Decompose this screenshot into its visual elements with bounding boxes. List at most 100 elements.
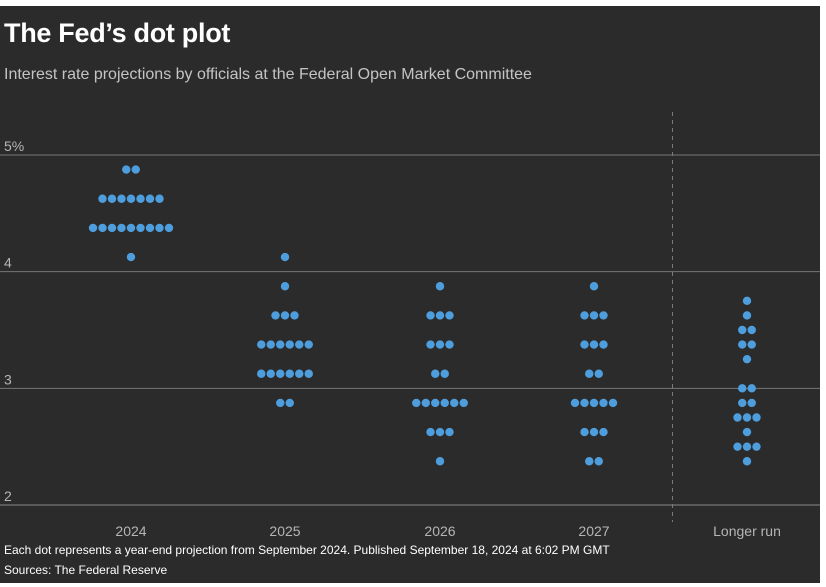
projection-dot [599,398,608,408]
projection-dot [738,398,747,408]
chart-panel: The Fed’s dot plot Interest rate project… [0,6,820,583]
projection-dot [580,398,589,408]
projection-dot [257,340,266,349]
projection-dot [742,457,752,466]
projection-dot [752,413,761,422]
projection-dot [295,369,304,378]
projection-dot [742,296,752,306]
projection-dot [145,194,155,203]
projection-dot [445,311,454,320]
projection-dot [747,384,756,393]
projection-dot [126,223,136,233]
projection-dot [435,311,445,320]
projection-dot [594,369,603,378]
projection-dot [580,427,589,437]
projection-dot [426,311,435,320]
projection-dot [459,398,468,408]
y-tick-label: 3 [4,371,12,387]
chart-footnote: Each dot represents a year-end projectio… [4,543,610,557]
projection-dot [266,340,275,349]
projection-dot [738,340,747,349]
projection-dot [285,369,294,378]
y-tick-label: 5% [4,138,24,154]
projection-dot [747,325,756,335]
projection-dot [136,223,145,233]
x-tick-label: 2025 [269,523,300,539]
projection-dot [266,369,275,378]
projection-dot [126,252,136,262]
projection-dot [257,369,266,378]
projection-dot [117,194,126,203]
projection-dot [440,369,449,378]
projection-dot [107,223,117,233]
projection-dot [280,252,290,262]
projection-dot [440,398,449,408]
projection-dot [98,194,107,203]
projection-dot [733,413,742,422]
projection-dot [594,457,603,466]
projection-dot [747,398,756,408]
x-tick-label: Longer run [713,523,781,539]
projection-dot [742,354,752,364]
y-axis-ticks: 2 3 4 5% [4,138,24,504]
projection-dot [431,369,440,378]
projection-dot [747,340,756,349]
projection-dot [742,442,752,451]
projection-dot [131,165,140,174]
projection-dot [599,340,608,349]
projection-dot [280,311,290,320]
projection-dot [164,223,174,233]
projection-dot [435,340,445,349]
projection-dot [585,457,594,466]
projection-dot [742,413,752,422]
projection-dot [589,398,599,408]
projection-dot [599,427,608,437]
projection-dot [295,340,304,349]
projection-dot [742,311,752,320]
projection-dot [276,369,285,378]
projection-dot [426,427,435,437]
x-tick-label: 2024 [115,523,146,539]
y-tick-label: 4 [4,255,12,271]
y-tick-label: 2 [4,488,12,504]
projection-dot [431,398,440,408]
projection-dot [285,398,294,408]
projection-dot [126,194,136,203]
chart-title: The Fed’s dot plot [4,18,231,48]
projection-dot [276,398,285,408]
projection-dot [280,282,290,291]
projection-dot [589,340,599,349]
chart-subtitle: Interest rate projections by officials a… [4,66,532,83]
projection-dot [136,194,145,203]
x-tick-label: 2027 [578,523,609,539]
projection-dot [285,340,294,349]
x-axis-ticks: 2024 2025 2026 2027 Longer run [115,523,780,539]
projection-dot [290,311,299,320]
projection-dot [589,311,599,320]
projection-dots [88,165,761,466]
projection-dot [145,223,155,233]
projection-dot [589,427,599,437]
projection-dot [271,311,280,320]
projection-dot [435,282,445,291]
projection-dot [570,398,580,408]
projection-dot [580,340,589,349]
projection-dot [580,311,589,320]
projection-dot [304,369,313,378]
projection-dot [589,282,599,291]
projection-dot [445,427,454,437]
projection-dot [450,398,459,408]
projection-dot [742,427,752,437]
projection-dot [435,427,445,437]
dot-plot-chart: 2 3 4 5% 2024 2025 2026 2027 Longer run [0,112,820,539]
projection-dot [107,194,117,203]
projection-dot [88,223,98,233]
projection-dot [117,223,126,233]
projection-dot [122,165,131,174]
projection-dot [738,384,747,393]
projection-dot [426,340,435,349]
projection-dot [599,311,608,320]
projection-dot [98,223,107,233]
projection-dot [276,340,285,349]
projection-dot [435,457,445,466]
